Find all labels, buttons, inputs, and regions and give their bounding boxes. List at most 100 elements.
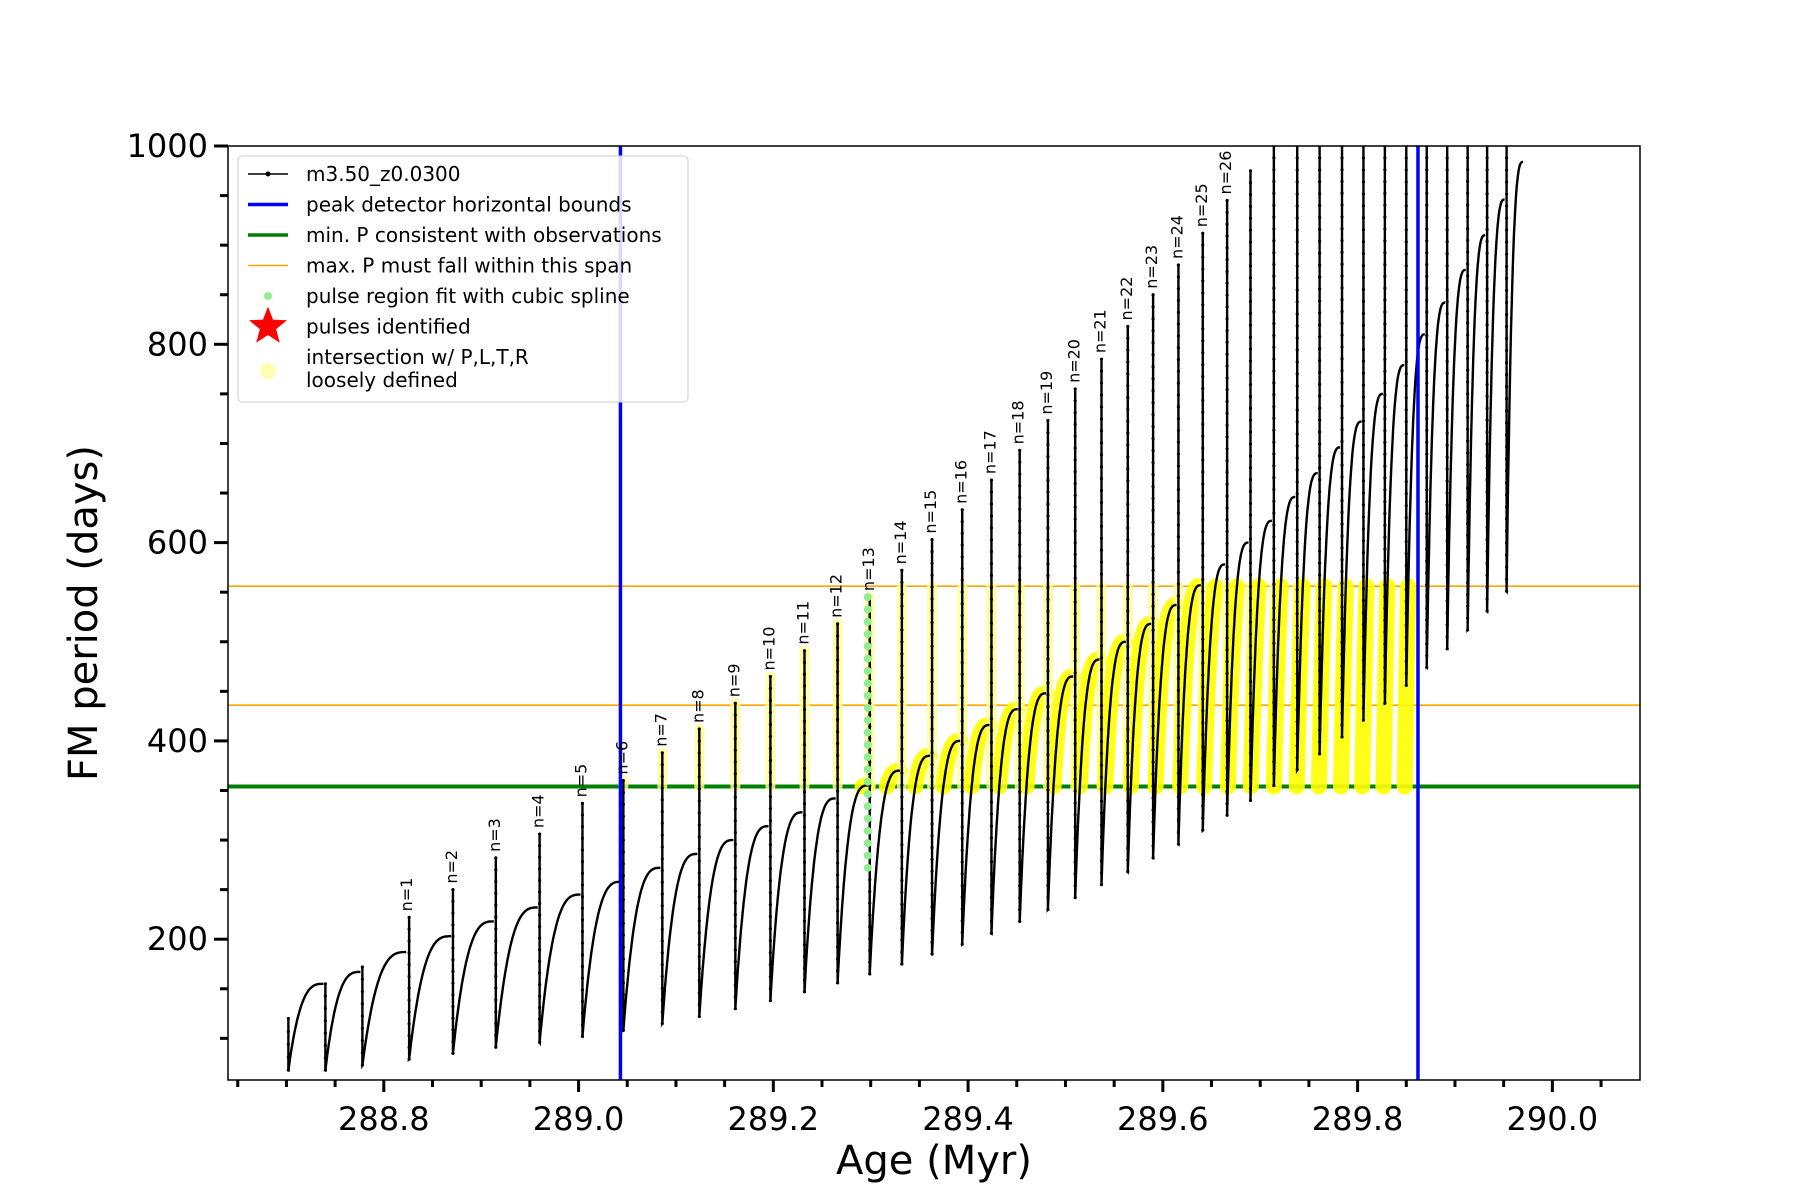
pulse-spike-point: [1383, 393, 1387, 397]
pulse-spike-point: [1318, 180, 1322, 184]
pulse-spike-point: [835, 945, 840, 949]
pulse-spike-point: [1073, 517, 1077, 521]
pulse-spike-point: [960, 907, 964, 911]
pulse-spike-point: [1318, 668, 1322, 672]
pulse-spike-point: [1225, 305, 1229, 309]
pulse-spike-point: [1126, 455, 1130, 459]
pulse-spike-point: [1272, 677, 1276, 681]
pulse-spike-point: [1485, 418, 1489, 422]
pulse-spike-point: [1340, 664, 1344, 668]
pulse-spike-point: [1340, 286, 1344, 290]
pulse-spike-point: [1361, 168, 1366, 172]
pulse-spike-point: [1099, 691, 1104, 696]
pulse-spike-point: [900, 771, 904, 775]
pulse-spike-point: [1099, 751, 1104, 755]
pulse-spike-point: [930, 739, 934, 743]
pulse-spike-point: [1248, 264, 1253, 268]
pulse-spike-point: [1225, 470, 1229, 475]
pulse-spike-point: [1425, 654, 1429, 658]
pulse-spike-point: [1383, 452, 1387, 456]
pulse-spike-point: [1201, 828, 1205, 832]
pulse-spike-point: [900, 747, 904, 751]
pulse-spike-point: [1404, 563, 1408, 568]
pulse-spike-point: [360, 1063, 364, 1067]
pulse-spike-point: [1445, 443, 1449, 447]
pulse-spike-point: [1073, 470, 1077, 474]
pulse-spike-point: [989, 860, 994, 864]
pulse-spike-point: [1340, 238, 1344, 243]
pulse-spike-point: [1445, 587, 1449, 591]
pulse-spike-point: [1046, 764, 1050, 768]
pulse-spike-point: [1485, 251, 1489, 255]
pulse-spike-point: [621, 993, 625, 997]
pulse-spike-point: [1225, 518, 1229, 522]
pulse-spike-point: [1466, 227, 1470, 231]
pulse-spike-point: [1383, 310, 1387, 314]
pulse-spike-point: [1248, 228, 1253, 232]
pulse-spike-point: [989, 514, 994, 518]
pulse-spike-point: [1272, 404, 1276, 409]
pulse-spike-point: [1318, 227, 1322, 232]
pulse-spike-point: [1340, 250, 1344, 254]
pulse-spike-point: [1018, 707, 1022, 712]
pulse-spike-point: [1425, 322, 1429, 326]
pulse-spike-point: [1151, 317, 1155, 321]
pulse-spike-point: [868, 948, 872, 952]
pulse-spike-point: [494, 939, 498, 943]
pulse-spike-point: [1046, 669, 1050, 673]
pulse-spike-point: [1295, 468, 1299, 472]
pulse-spike-point: [960, 895, 964, 899]
pulse-spike-point: [323, 1056, 327, 1060]
pulse-spike-point: [960, 766, 964, 770]
pulse-spike-point: [538, 959, 542, 963]
pulse-spike-point: [1126, 526, 1130, 530]
pulse-spike-point: [1099, 883, 1104, 887]
pulse-spike-point: [1225, 801, 1229, 806]
pulse-spike-point: [1151, 832, 1155, 836]
pulse-spike-point: [1361, 204, 1366, 208]
pulse-spike-point: [1176, 322, 1181, 326]
pulse-spike-point: [538, 844, 542, 848]
pulse-spike-point: [697, 979, 701, 983]
pulse-spike-point: [1318, 609, 1322, 613]
pulse-spike-point: [1018, 672, 1022, 676]
pulse-spike-point: [580, 941, 585, 945]
pulse-spike-point: [1099, 763, 1104, 767]
pulse-spike-point: [835, 753, 840, 758]
pulse-spike-point: [1466, 545, 1470, 549]
pulse-spike-point: [697, 895, 701, 899]
pulse-spike-point: [1018, 507, 1022, 511]
pulse-spike-point: [1099, 536, 1104, 540]
pulse-spike-point: [1425, 191, 1429, 196]
pulse-spike-point: [1445, 335, 1449, 340]
pulse-spike-point: [360, 1002, 364, 1006]
pulse-spike-point: [1225, 624, 1229, 628]
pulse-spike-point: [1425, 405, 1429, 409]
pulse-spike-point: [1466, 191, 1470, 195]
pulse-spike-point: [1201, 816, 1205, 820]
pulse-spike-point: [1176, 771, 1181, 775]
pulse-spike-point: [900, 723, 904, 728]
pulse-spike-point: [1046, 812, 1050, 816]
pulse-spike-point: [1485, 549, 1489, 553]
pulse-spike-point: [1383, 618, 1387, 622]
pulse-spike-point: [1225, 293, 1229, 297]
pulse-spike-point: [1425, 571, 1429, 575]
pulse-spike-point: [930, 905, 934, 909]
pulse-spike-point: [1272, 357, 1276, 361]
pulse-spike-point: [1318, 704, 1322, 708]
pulse-spike-point: [1225, 589, 1229, 593]
pulse-spike-point: [930, 691, 934, 696]
pulse-spike-point: [733, 936, 737, 940]
pulse-spike-point: [1073, 718, 1077, 722]
pulse-spike-point: [1466, 368, 1470, 372]
pulse-spike-point: [1248, 454, 1253, 458]
pulse-spike-point: [1318, 728, 1322, 732]
pulse-spike-point: [1018, 484, 1022, 488]
pulse-spike-point: [1225, 376, 1229, 380]
pulse-spike-point: [1466, 451, 1470, 455]
pulse-spike-point: [407, 974, 411, 979]
pulse-spike-point: [768, 878, 773, 883]
pulse-spike-point: [802, 837, 807, 841]
pulse-spike-point: [1404, 623, 1408, 628]
